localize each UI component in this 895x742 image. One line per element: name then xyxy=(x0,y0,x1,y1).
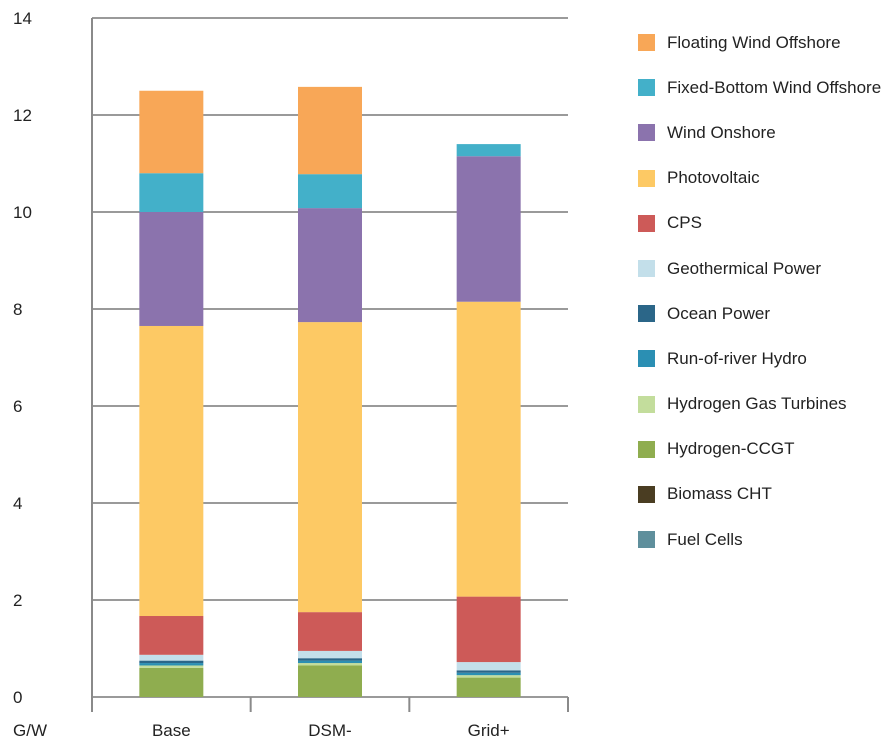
legend-label: Photovoltaic xyxy=(667,168,760,188)
y-tick-label: 6 xyxy=(13,397,22,416)
legend-label: Ocean Power xyxy=(667,303,770,323)
legend-item: CPS xyxy=(638,201,895,246)
bar-segment-wind-onshore xyxy=(139,212,204,326)
bar-segment-hydrogen-ccgt xyxy=(298,665,362,697)
legend-label: Fuel Cells xyxy=(667,529,743,549)
legend-label: Fixed-Bottom Wind Offshore xyxy=(667,77,882,97)
y-unit-label: G/W xyxy=(13,721,47,740)
legend-item: Hydrogen Gas Turbines xyxy=(638,382,895,427)
bar-segment-hydrogen-gas-turbines xyxy=(456,675,521,678)
x-category-label: Base xyxy=(152,721,191,740)
legend-swatch xyxy=(638,79,655,97)
bar-segment-floating-wind-offshore xyxy=(298,86,362,175)
bar-segment-photovoltaic xyxy=(298,322,362,613)
legend-swatch xyxy=(638,34,655,52)
legend-item: Photovoltaic xyxy=(638,156,895,201)
bar-segment-cps xyxy=(456,596,521,663)
bar-segment-cps xyxy=(139,616,204,655)
legend-swatch xyxy=(638,395,655,413)
bar-segment-fixed-bottom-wind-offshore xyxy=(298,174,362,209)
legend-swatch xyxy=(638,260,655,278)
legend-label: Hydrogen-CCGT xyxy=(667,439,795,459)
legend-item: Floating Wind Offshore xyxy=(638,20,895,65)
legend-item: Hydrogen-CCGT xyxy=(638,427,895,472)
bar-segment-hydrogen-gas-turbines xyxy=(139,665,204,668)
legend-item: Biomass CHT xyxy=(638,472,895,517)
x-category-label: Grid+ xyxy=(468,721,510,740)
y-tick-label: 10 xyxy=(13,203,32,222)
y-tick-label: 14 xyxy=(13,9,32,28)
bar-segment-wind-onshore xyxy=(456,156,521,302)
bar-segment-run-of-river-hydro xyxy=(139,663,204,666)
bar-segment-geothermical-power xyxy=(456,662,521,671)
legend-swatch xyxy=(638,485,655,503)
bar-segment-hydrogen-ccgt xyxy=(456,677,521,697)
legend-label: Hydrogen Gas Turbines xyxy=(667,394,847,414)
bar-segment-ocean-power xyxy=(298,658,362,661)
y-tick-label: 8 xyxy=(13,300,22,319)
bar-segment-geothermical-power xyxy=(139,654,204,661)
bar-segment-photovoltaic xyxy=(139,325,204,617)
legend-label: Wind Onshore xyxy=(667,122,776,142)
bar-segment-hydrogen-gas-turbines xyxy=(298,663,362,666)
legend-swatch xyxy=(638,214,655,232)
legend-swatch xyxy=(638,124,655,142)
bars xyxy=(139,86,521,697)
legend: Floating Wind Offshore Fixed-Bottom Wind … xyxy=(638,20,895,562)
bar-segment-geothermical-power xyxy=(298,650,362,659)
bar-segment-fixed-bottom-wind-offshore xyxy=(456,144,521,157)
legend-item: Ocean Power xyxy=(638,291,895,336)
legend-label: Floating Wind Offshore xyxy=(667,32,841,52)
legend-swatch xyxy=(638,440,655,458)
legend-item: Run-of-river Hydro xyxy=(638,336,895,381)
y-tick-label: 12 xyxy=(13,106,32,125)
legend-label: Geothermical Power xyxy=(667,258,822,278)
bar-segment-cps xyxy=(298,612,362,651)
legend-swatch xyxy=(638,531,655,549)
legend-item: Fuel Cells xyxy=(638,517,895,562)
bar-segment-hydrogen-ccgt xyxy=(139,667,204,697)
legend-swatch xyxy=(638,169,655,187)
legend-label: Biomass CHT xyxy=(667,484,772,504)
legend-swatch xyxy=(638,350,655,368)
bar-segment-run-of-river-hydro xyxy=(456,672,521,676)
legend-label: CPS xyxy=(667,213,702,233)
legend-item: Wind Onshore xyxy=(638,110,895,155)
bar-segment-wind-onshore xyxy=(298,208,362,323)
y-tick-label: 2 xyxy=(13,591,22,610)
y-tick-label: 4 xyxy=(13,494,22,513)
axes: 0 2 4 6 8 10 12 14 Base DSM- Grid+ xyxy=(13,9,569,740)
legend-item: Geothermical Power xyxy=(638,246,895,291)
bar-segment-run-of-river-hydro xyxy=(298,660,362,664)
x-category-label: DSM- xyxy=(308,721,351,740)
bar-segment-fixed-bottom-wind-offshore xyxy=(139,173,204,212)
bar-segment-ocean-power xyxy=(456,670,521,673)
bar-segment-ocean-power xyxy=(139,660,204,664)
bar-segment-photovoltaic xyxy=(456,301,521,597)
bar-segment-floating-wind-offshore xyxy=(139,90,204,174)
legend-label: Run-of-river Hydro xyxy=(667,348,807,368)
y-tick-label: 0 xyxy=(13,688,22,707)
legend-swatch xyxy=(638,305,655,323)
legend-item: Fixed-Bottom Wind Offshore xyxy=(638,65,895,110)
